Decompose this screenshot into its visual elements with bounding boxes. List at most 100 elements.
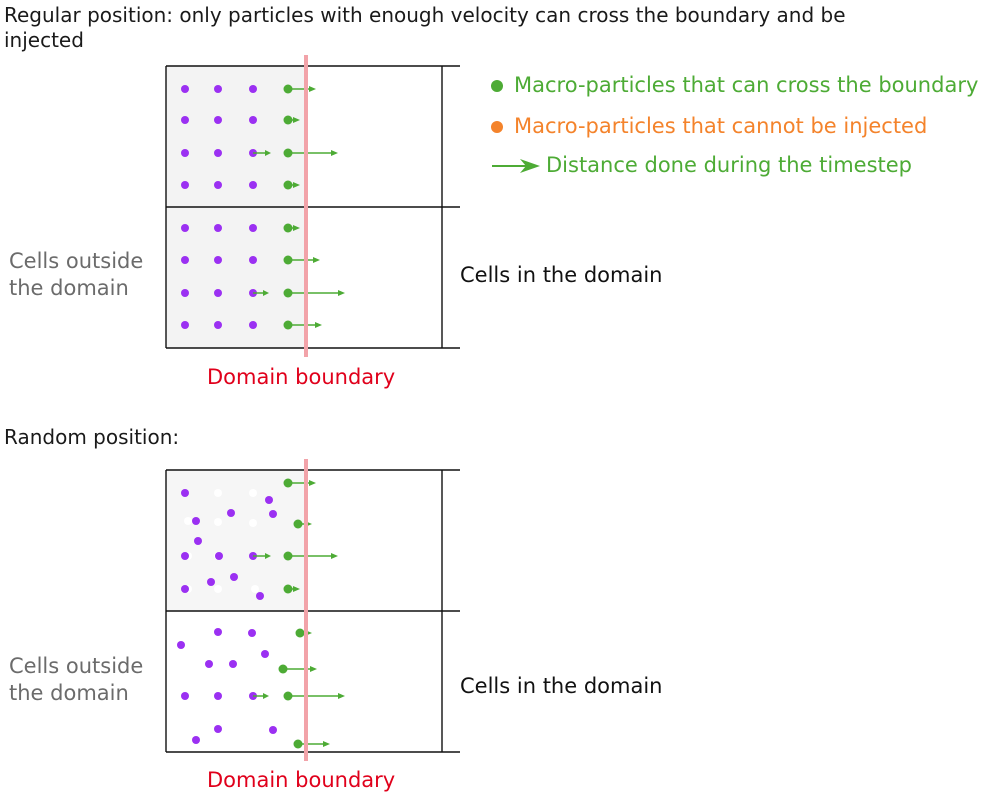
purple-particle [214, 289, 222, 297]
faint-particle [249, 489, 257, 497]
velocity-arrow [253, 693, 269, 699]
crossing-particle [283, 551, 338, 561]
purple-particle [229, 660, 237, 668]
purple-particle [192, 517, 200, 525]
purple-particle [214, 628, 222, 636]
velocity-arrow [253, 553, 271, 559]
purple-particle [214, 116, 222, 124]
domain-boundary-line [304, 55, 308, 357]
purple-particle [181, 85, 189, 93]
purple-particle [181, 552, 189, 560]
crossing-particle [283, 223, 300, 233]
legend-arrow-icon [492, 159, 540, 173]
random-panel-title: Random position: [4, 425, 180, 449]
outside-label-line2: the domain [9, 276, 129, 300]
outside-label: Cells outside the domain [9, 248, 143, 302]
crossing-particle [293, 739, 330, 749]
purple-particle [207, 578, 215, 586]
purple-particle [214, 256, 222, 264]
purple-particle [214, 321, 222, 329]
inside-label: Cells in the domain [460, 263, 663, 287]
random-panel [165, 459, 460, 761]
purple-particle [181, 289, 189, 297]
faint-particle [214, 585, 222, 593]
inside-label: Cells in the domain [460, 674, 663, 698]
purple-particle [249, 181, 257, 189]
crossing-particle [283, 320, 322, 330]
purple-particle [181, 692, 189, 700]
purple-particle [265, 496, 273, 504]
crossing-particle [283, 180, 300, 190]
purple-particle [181, 149, 189, 157]
purple-particle [249, 85, 257, 93]
purple-particle [215, 552, 223, 560]
purple-particle [214, 692, 222, 700]
purple-particle [269, 510, 277, 518]
crossing-particles [253, 84, 345, 330]
legend-crossing-label: Macro-particles that can cross the bound… [514, 73, 979, 97]
crossing-particle [283, 255, 320, 265]
legend-markers [491, 80, 540, 173]
purple-particle [214, 224, 222, 232]
purple-particle [249, 256, 257, 264]
purple-particle [177, 641, 185, 649]
outside-particles [177, 489, 277, 744]
purple-particle [249, 321, 257, 329]
purple-particle [194, 537, 202, 545]
purple-particle [192, 736, 200, 744]
purple-particle [214, 149, 222, 157]
crossing-particle [283, 115, 300, 125]
faint-particle [184, 517, 192, 525]
purple-particle [181, 181, 189, 189]
purple-particle [256, 592, 264, 600]
crossing-particle [295, 628, 312, 638]
purple-particle [249, 116, 257, 124]
legend-green-dot [491, 80, 503, 92]
crossing-particles [249, 478, 345, 749]
faint-particle [251, 585, 259, 593]
faint-particle [249, 519, 257, 527]
velocity-arrow [253, 290, 269, 296]
outside-particles [181, 85, 257, 329]
faint-particle [214, 489, 222, 497]
faint-particle [214, 518, 222, 526]
purple-particle [181, 489, 189, 497]
purple-particle [181, 256, 189, 264]
purple-particle [181, 321, 189, 329]
regular-panel [165, 55, 460, 357]
boundary-label: Domain boundary [207, 365, 396, 389]
purple-particle [248, 629, 256, 637]
purple-particle [214, 725, 222, 733]
legend-orange-dot [491, 121, 503, 133]
velocity-arrow [253, 150, 271, 156]
legend-blocked-label: Macro-particles that cannot be injected [514, 114, 928, 138]
legend-distance-label: Distance done during the timestep [546, 153, 913, 177]
purple-particle [230, 573, 238, 581]
purple-particle [181, 224, 189, 232]
crossing-particle [283, 288, 345, 298]
outside-label-line2: the domain [9, 681, 129, 705]
crossing-particle [283, 584, 300, 594]
outside-label-line1: Cells outside [9, 654, 144, 678]
regular-panel-title: Regular position: only particles with en… [4, 3, 846, 27]
purple-particle [214, 181, 222, 189]
purple-particle [269, 726, 277, 734]
boundary-label: Domain boundary [207, 768, 396, 792]
outside-label: Cells outside the domain [9, 653, 143, 707]
crossing-particle [283, 84, 316, 94]
crossing-particle [278, 664, 317, 674]
purple-particle [205, 660, 213, 668]
purple-particle [181, 116, 189, 124]
crossing-particle [283, 691, 345, 701]
purple-particle [227, 509, 235, 517]
purple-particle [249, 224, 257, 232]
purple-particle [261, 650, 269, 658]
purple-particle [181, 585, 189, 593]
regular-panel-title-line2: injected [4, 28, 84, 52]
purple-particle [214, 85, 222, 93]
outside-label-line1: Cells outside [9, 249, 144, 273]
crossing-particle [283, 148, 338, 158]
domain-boundary-line [304, 459, 308, 761]
